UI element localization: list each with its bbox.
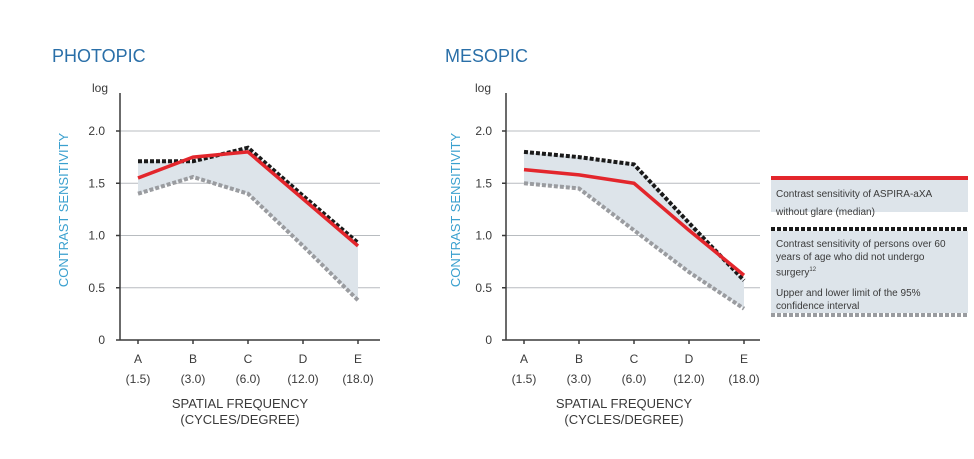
data-point-ci-lower (137, 192, 140, 195)
legend-box-over60: Contrast sensitivity of persons over 60 … (771, 231, 968, 313)
data-point-ci-lower (578, 187, 581, 190)
series-line-over60 (523, 149, 746, 282)
y-unit-label: log (92, 81, 108, 95)
x-axis-label: SPATIAL FREQUENCY (556, 396, 693, 411)
data-point-over60 (578, 156, 581, 159)
legend-label-over60-ref: 12 (809, 267, 817, 273)
legend-swatch-red-line (771, 176, 968, 180)
data-point-aspira (743, 274, 746, 277)
series-line-aspira (137, 150, 360, 248)
y-tick-label: 1.5 (88, 176, 105, 190)
x-tick-sublabel: (18.0) (342, 372, 373, 386)
x-tick-label: B (575, 352, 583, 366)
data-point-ci-lower (192, 175, 195, 178)
x-tick-label: D (685, 352, 694, 366)
data-point-aspira (192, 156, 195, 159)
x-axis-label: SPATIAL FREQUENCY (172, 396, 309, 411)
y-tick-label: 1.5 (475, 176, 492, 190)
data-point-ci-lower (743, 307, 746, 310)
data-point-aspira (302, 197, 305, 200)
legend-label-ci: Upper and lower limit of the 95% confide… (776, 288, 921, 313)
data-point-aspira (137, 177, 140, 180)
x-tick-label: C (244, 352, 253, 366)
data-point-over60 (523, 150, 526, 153)
x-tick-label: E (354, 352, 362, 366)
x-tick-label: A (520, 352, 528, 366)
data-point-aspira (633, 182, 636, 185)
series-line-aspira (523, 167, 746, 277)
series-line-ci-lower (137, 174, 360, 302)
legend-label-aspira: Contrast sensitivity of ASPIRA-aXA witho… (776, 189, 932, 218)
y-tick-label: 2.0 (88, 124, 105, 138)
data-point-aspira (688, 229, 691, 232)
x-tick-sublabel: (1.5) (512, 372, 537, 386)
series-line-ci-lower (523, 181, 746, 311)
legend-swatch-gray-dots (771, 313, 968, 317)
data-point-over60 (302, 194, 305, 197)
data-point-over60 (192, 160, 195, 163)
data-point-over60 (137, 160, 140, 163)
legend-label-over60-text: Contrast sensitivity of persons over 60 … (776, 239, 946, 279)
legend-swatch-black-dots (771, 227, 968, 231)
chart-title: MESOPIC (445, 46, 528, 66)
x-tick-sublabel: (12.0) (673, 372, 704, 386)
data-point-aspira (247, 150, 250, 153)
x-tick-sublabel: (6.0) (622, 372, 647, 386)
data-point-over60 (688, 221, 691, 224)
data-point-ci-lower (633, 229, 636, 232)
x-tick-label: D (299, 352, 308, 366)
data-point-ci-lower (247, 192, 250, 195)
data-point-ci-lower (357, 299, 360, 302)
y-tick-label: 1.0 (475, 229, 492, 243)
y-tick-label: 0.5 (475, 281, 492, 295)
series-line-over60 (138, 145, 360, 245)
y-tick-label: 0 (485, 333, 492, 347)
confidence-band (138, 147, 358, 301)
x-axis-label: (CYCLES/DEGREE) (564, 412, 683, 427)
confidence-band (524, 151, 744, 309)
data-point-over60 (633, 163, 636, 166)
y-axis-label: CONTRAST SENSITIVITY (56, 133, 71, 288)
x-tick-sublabel: (12.0) (287, 372, 318, 386)
data-point-over60 (743, 279, 746, 282)
data-point-aspira (357, 244, 360, 247)
y-axis-label: CONTRAST SENSITIVITY (448, 133, 463, 288)
legend-box-aspira: Contrast sensitivity of ASPIRA-aXA witho… (771, 180, 968, 218)
data-point-over60 (247, 146, 250, 149)
x-tick-label: E (740, 352, 748, 366)
x-tick-sublabel: (18.0) (728, 372, 759, 386)
x-axis-label: (CYCLES/DEGREE) (180, 412, 299, 427)
data-point-ci-lower (688, 271, 691, 274)
x-tick-label: B (189, 352, 197, 366)
data-point-aspira (578, 173, 581, 176)
x-tick-label: A (134, 352, 142, 366)
chart-panel-photopic: PHOTOPIC log 0 0.5 1.0 1.5 2.0 CONTRAST SENSITI… (52, 46, 380, 427)
x-tick-sublabel: (3.0) (181, 372, 206, 386)
legend-entry-aspira: Contrast sensitivity of ASPIRA-aXA witho… (771, 176, 968, 218)
y-tick-label: 0.5 (88, 281, 105, 295)
data-point-ci-lower (302, 244, 305, 247)
x-tick-sublabel: (3.0) (567, 372, 592, 386)
legend-entry-over60: Contrast sensitivity of persons over 60 … (771, 227, 968, 317)
y-unit-label: log (475, 81, 491, 95)
data-point-aspira (523, 168, 526, 171)
y-tick-label: 2.0 (475, 124, 492, 138)
x-tick-label: C (630, 352, 639, 366)
data-point-over60 (357, 241, 360, 244)
chart-title: PHOTOPIC (52, 46, 146, 66)
x-tick-sublabel: (1.5) (126, 372, 151, 386)
y-tick-label: 0 (98, 333, 105, 347)
legend-label-over60: Contrast sensitivity of persons over 60 … (776, 238, 963, 279)
data-point-ci-lower (523, 182, 526, 185)
y-tick-label: 1.0 (88, 229, 105, 243)
chart-panel-mesopic: MESOPIC log 0 0.5 1.0 1.5 2.0 CONTRAST SENSITIV… (445, 46, 760, 427)
x-tick-sublabel: (6.0) (236, 372, 261, 386)
